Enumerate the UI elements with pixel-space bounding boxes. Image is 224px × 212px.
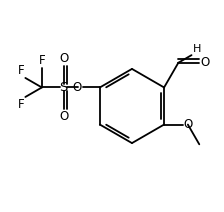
Text: F: F: [18, 64, 24, 77]
Text: O: O: [59, 110, 68, 123]
Text: H: H: [192, 44, 201, 54]
Text: F: F: [39, 54, 45, 67]
Text: O: O: [200, 56, 209, 69]
Text: O: O: [73, 81, 82, 94]
Text: S: S: [60, 81, 68, 94]
Text: O: O: [184, 118, 193, 131]
Text: O: O: [59, 52, 68, 65]
Text: F: F: [18, 98, 24, 111]
